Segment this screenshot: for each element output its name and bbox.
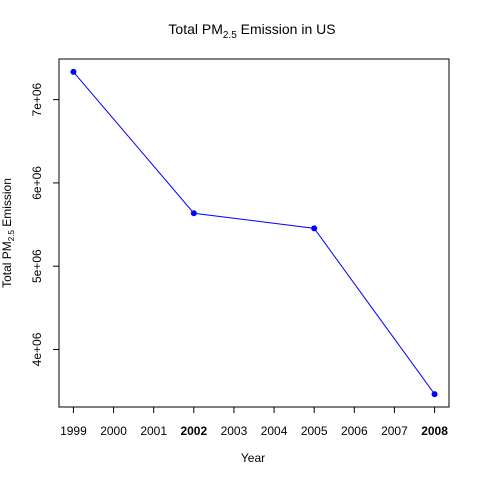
title-prefix: Total PM bbox=[168, 21, 222, 37]
x-tick-label: 2007 bbox=[381, 424, 408, 438]
x-axis-label: Year bbox=[241, 451, 265, 465]
x-tick-label: 2006 bbox=[341, 424, 368, 438]
x-tick-label: 2000 bbox=[100, 424, 127, 438]
y-tick-label: 4e+06 bbox=[30, 332, 44, 366]
ylabel-prefix: Total PM bbox=[0, 241, 14, 288]
x-tick-label: 2003 bbox=[221, 424, 248, 438]
x-tick-label: 2001 bbox=[140, 424, 167, 438]
y-tick-label: 7e+06 bbox=[30, 82, 44, 116]
x-tick-label: 2008 bbox=[421, 424, 448, 438]
data-point bbox=[191, 210, 197, 216]
ylabel-subscript: 2.5 bbox=[7, 230, 16, 242]
x-tick-label: 2004 bbox=[261, 424, 288, 438]
x-tick-label: 1999 bbox=[60, 424, 87, 438]
x-tick-label: 2005 bbox=[301, 424, 328, 438]
x-tick-label: 2002 bbox=[180, 424, 207, 438]
y-tick-label: 5e+06 bbox=[30, 249, 44, 283]
y-tick-label: 6e+06 bbox=[30, 166, 44, 200]
title-suffix: Emission in US bbox=[237, 21, 336, 37]
data-point bbox=[70, 69, 76, 75]
ylabel-suffix: Emission bbox=[0, 178, 14, 230]
title-subscript: 2.5 bbox=[223, 30, 237, 41]
data-point bbox=[311, 225, 317, 231]
data-point bbox=[432, 391, 438, 397]
